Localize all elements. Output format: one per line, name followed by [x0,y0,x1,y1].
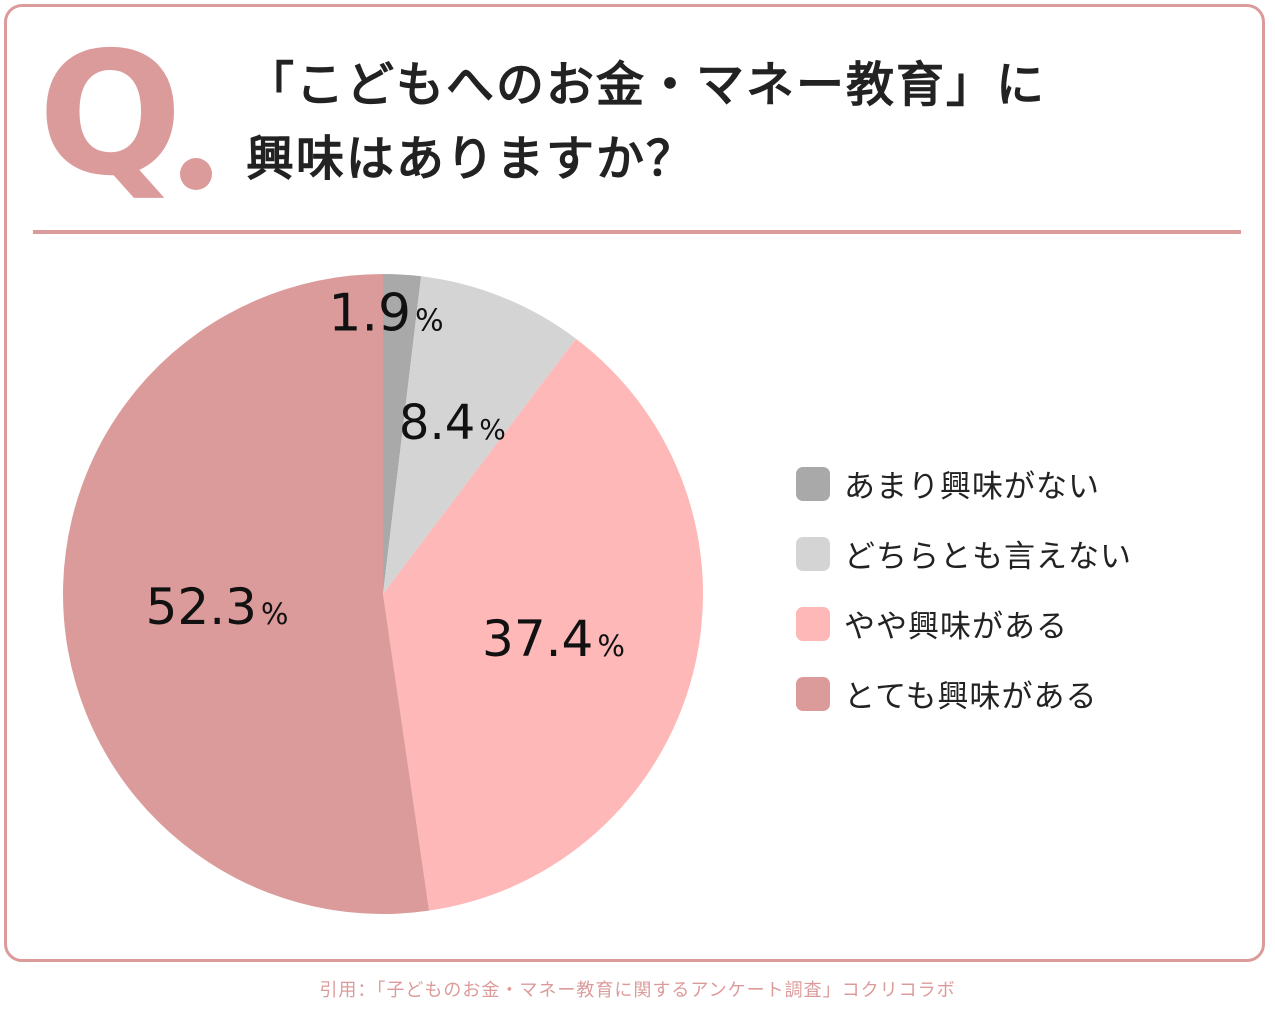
pie-label-neutral: 8.4% [399,395,506,451]
legend-item-not-interested: あまり興味がない [796,466,1132,505]
chart-title: 「こどもへのお金・マネー教育」に 興味はありますか？ [246,48,1206,196]
legend-label: とても興味がある [844,679,1098,715]
legend-label: やや興味がある [844,609,1068,645]
legend-item-neutral: どちらとも言えない [796,536,1132,575]
legend-swatch [796,606,830,641]
pie-slice-very-interested [62,274,430,914]
legend-label: あまり興味がない [844,469,1100,505]
legend: あまり興味がない どちらとも言えない やや興味がある とても興味がある [796,466,1132,746]
pie-slice-somewhat-interested [383,338,703,911]
source-citation: 引用：「子どものお金・マネー教育に関するアンケート調査」コクリコラボ [319,980,956,1001]
question-mark-q: Q [38,16,183,214]
legend-item-somewhat-interested: やや興味がある [796,606,1132,645]
pie-slice-neutral [383,276,576,594]
pie-label-somewhat-interested: 37.4% [482,610,625,668]
chart-title-line-2: 興味はありますか？ [246,131,697,187]
pie-slice-not-interested [383,274,422,594]
pie-label-very-interested: 52.3% [146,578,289,636]
legend-swatch [796,466,830,501]
chart-title-line-1: 「こどもへのお金・マネー教育」に [246,57,1047,113]
legend-label: どちらとも言えない [844,539,1132,575]
title-divider [33,230,1241,234]
legend-swatch [796,536,830,571]
legend-item-very-interested: とても興味がある [796,676,1132,715]
pie-label-not-interested: 1.9% [328,284,443,344]
question-dot [180,158,212,190]
legend-swatch [796,676,830,711]
